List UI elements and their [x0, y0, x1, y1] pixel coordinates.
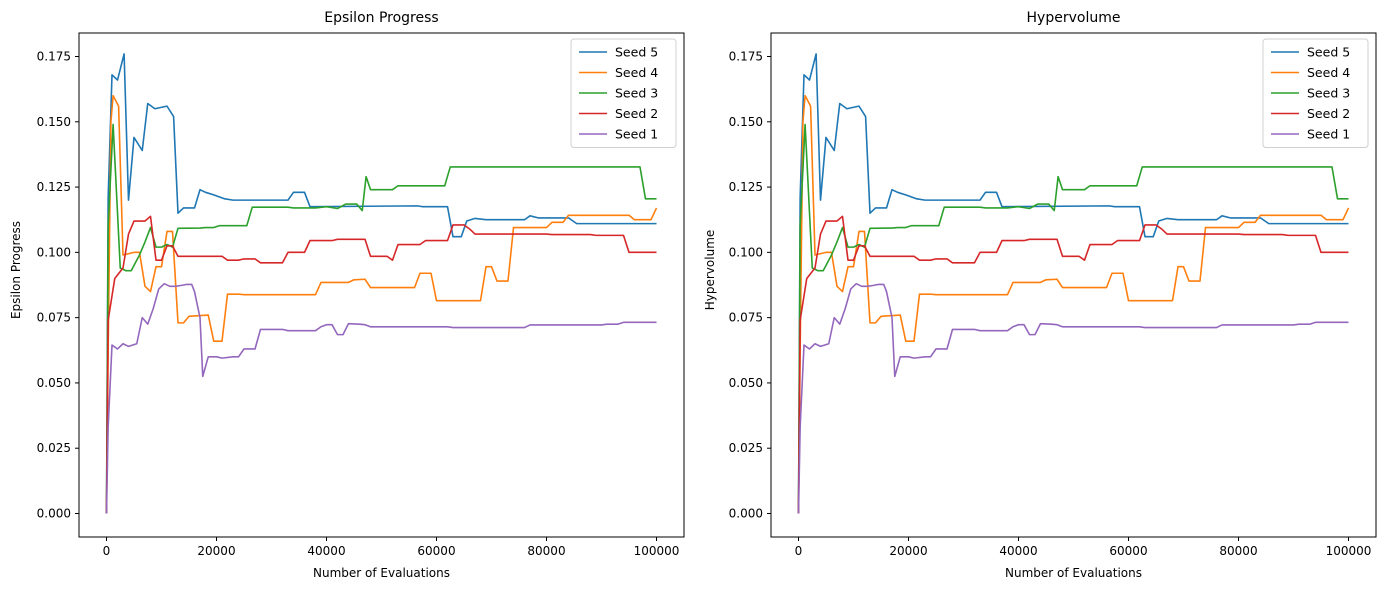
x-tick-label: 0 — [103, 544, 111, 558]
series-line-seed-3 — [797, 123, 1349, 514]
y-tick-label: 0.175 — [729, 50, 763, 64]
y-tick-label: 0.150 — [729, 115, 763, 129]
chart-title: Hypervolume — [1027, 10, 1121, 26]
legend-label: Seed 3 — [615, 86, 658, 101]
series-line-seed-1 — [105, 282, 657, 514]
series-line-seed-3 — [105, 123, 657, 514]
x-tick-label: 40000 — [307, 544, 345, 558]
x-axis-label: Number of Evaluations — [1005, 566, 1142, 580]
y-tick-label: 0.050 — [37, 376, 71, 390]
y-tick-label: 0.075 — [729, 311, 763, 325]
y-tick-label: 0.150 — [37, 115, 71, 129]
y-tick-label: 0.025 — [729, 441, 763, 455]
legend-label: Seed 1 — [1307, 127, 1350, 142]
legend-label: Seed 4 — [615, 65, 658, 80]
x-tick-label: 20000 — [889, 544, 927, 558]
x-tick-label: 40000 — [999, 544, 1037, 558]
plot-area — [105, 53, 658, 514]
legend-label: Seed 5 — [615, 45, 658, 60]
legend-label: Seed 3 — [1307, 86, 1350, 101]
y-tick-label: 0.175 — [37, 50, 71, 64]
series-line-seed-2 — [105, 215, 657, 514]
y-tick-label: 0.000 — [729, 506, 763, 520]
x-tick-label: 60000 — [417, 544, 455, 558]
legend-box — [570, 38, 677, 148]
y-tick-label: 0.075 — [37, 311, 71, 325]
axes-frame — [770, 32, 1377, 538]
x-axis-label: Number of Evaluations — [313, 566, 450, 580]
legend-label: Seed 1 — [615, 127, 658, 142]
x-tick-label: 100000 — [634, 544, 680, 558]
y-axis-label: Epsilon Progress — [9, 221, 23, 319]
x-tick-label: 100000 — [1326, 544, 1372, 558]
x-tick-label: 80000 — [1219, 544, 1257, 558]
axis-ticks: 0 20000 40000 60000 80000 100000 0.000 0.025 0.0… — [37, 50, 680, 558]
legend-box — [1262, 38, 1369, 148]
chart-hypervolume: Hypervolume Number of Evaluations Hyperv… — [703, 10, 1377, 580]
chart-title: Epsilon Progress — [324, 10, 438, 26]
series-line-seed-2 — [797, 215, 1349, 514]
y-axis-label: Hypervolume — [703, 230, 717, 311]
axes-frame — [78, 32, 685, 538]
series-line-seed-5 — [105, 53, 657, 514]
series-line-seed-5 — [797, 53, 1349, 514]
legend-label: Seed 5 — [1307, 45, 1350, 60]
legend: Seed 5 Seed 4 Seed 3 Seed 2 Seed 1 — [570, 38, 677, 148]
legend-label: Seed 2 — [1307, 106, 1350, 121]
legend-label: Seed 2 — [615, 106, 658, 121]
y-tick-label: 0.100 — [729, 245, 763, 259]
y-tick-label: 0.025 — [37, 441, 71, 455]
y-tick-label: 0.050 — [729, 376, 763, 390]
series-line-seed-4 — [797, 94, 1350, 514]
series-line-seed-4 — [105, 94, 658, 514]
x-tick-label: 20000 — [197, 544, 235, 558]
y-tick-label: 0.000 — [37, 506, 71, 520]
series-line-seed-1 — [797, 282, 1349, 514]
y-tick-label: 0.100 — [37, 245, 71, 259]
y-tick-label: 0.125 — [37, 180, 71, 194]
legend: Seed 5 Seed 4 Seed 3 Seed 2 Seed 1 — [1262, 38, 1369, 148]
x-tick-label: 60000 — [1109, 544, 1147, 558]
chart-epsilon-progress: Epsilon Progress Number of Evaluations E… — [9, 10, 685, 580]
x-tick-label: 80000 — [527, 544, 565, 558]
plot-area — [797, 53, 1350, 514]
axis-ticks: 0 20000 40000 60000 80000 100000 0.000 0.025 0.0… — [729, 50, 1372, 558]
legend-label: Seed 4 — [1307, 65, 1350, 80]
y-tick-label: 0.125 — [729, 180, 763, 194]
x-tick-label: 0 — [795, 544, 803, 558]
